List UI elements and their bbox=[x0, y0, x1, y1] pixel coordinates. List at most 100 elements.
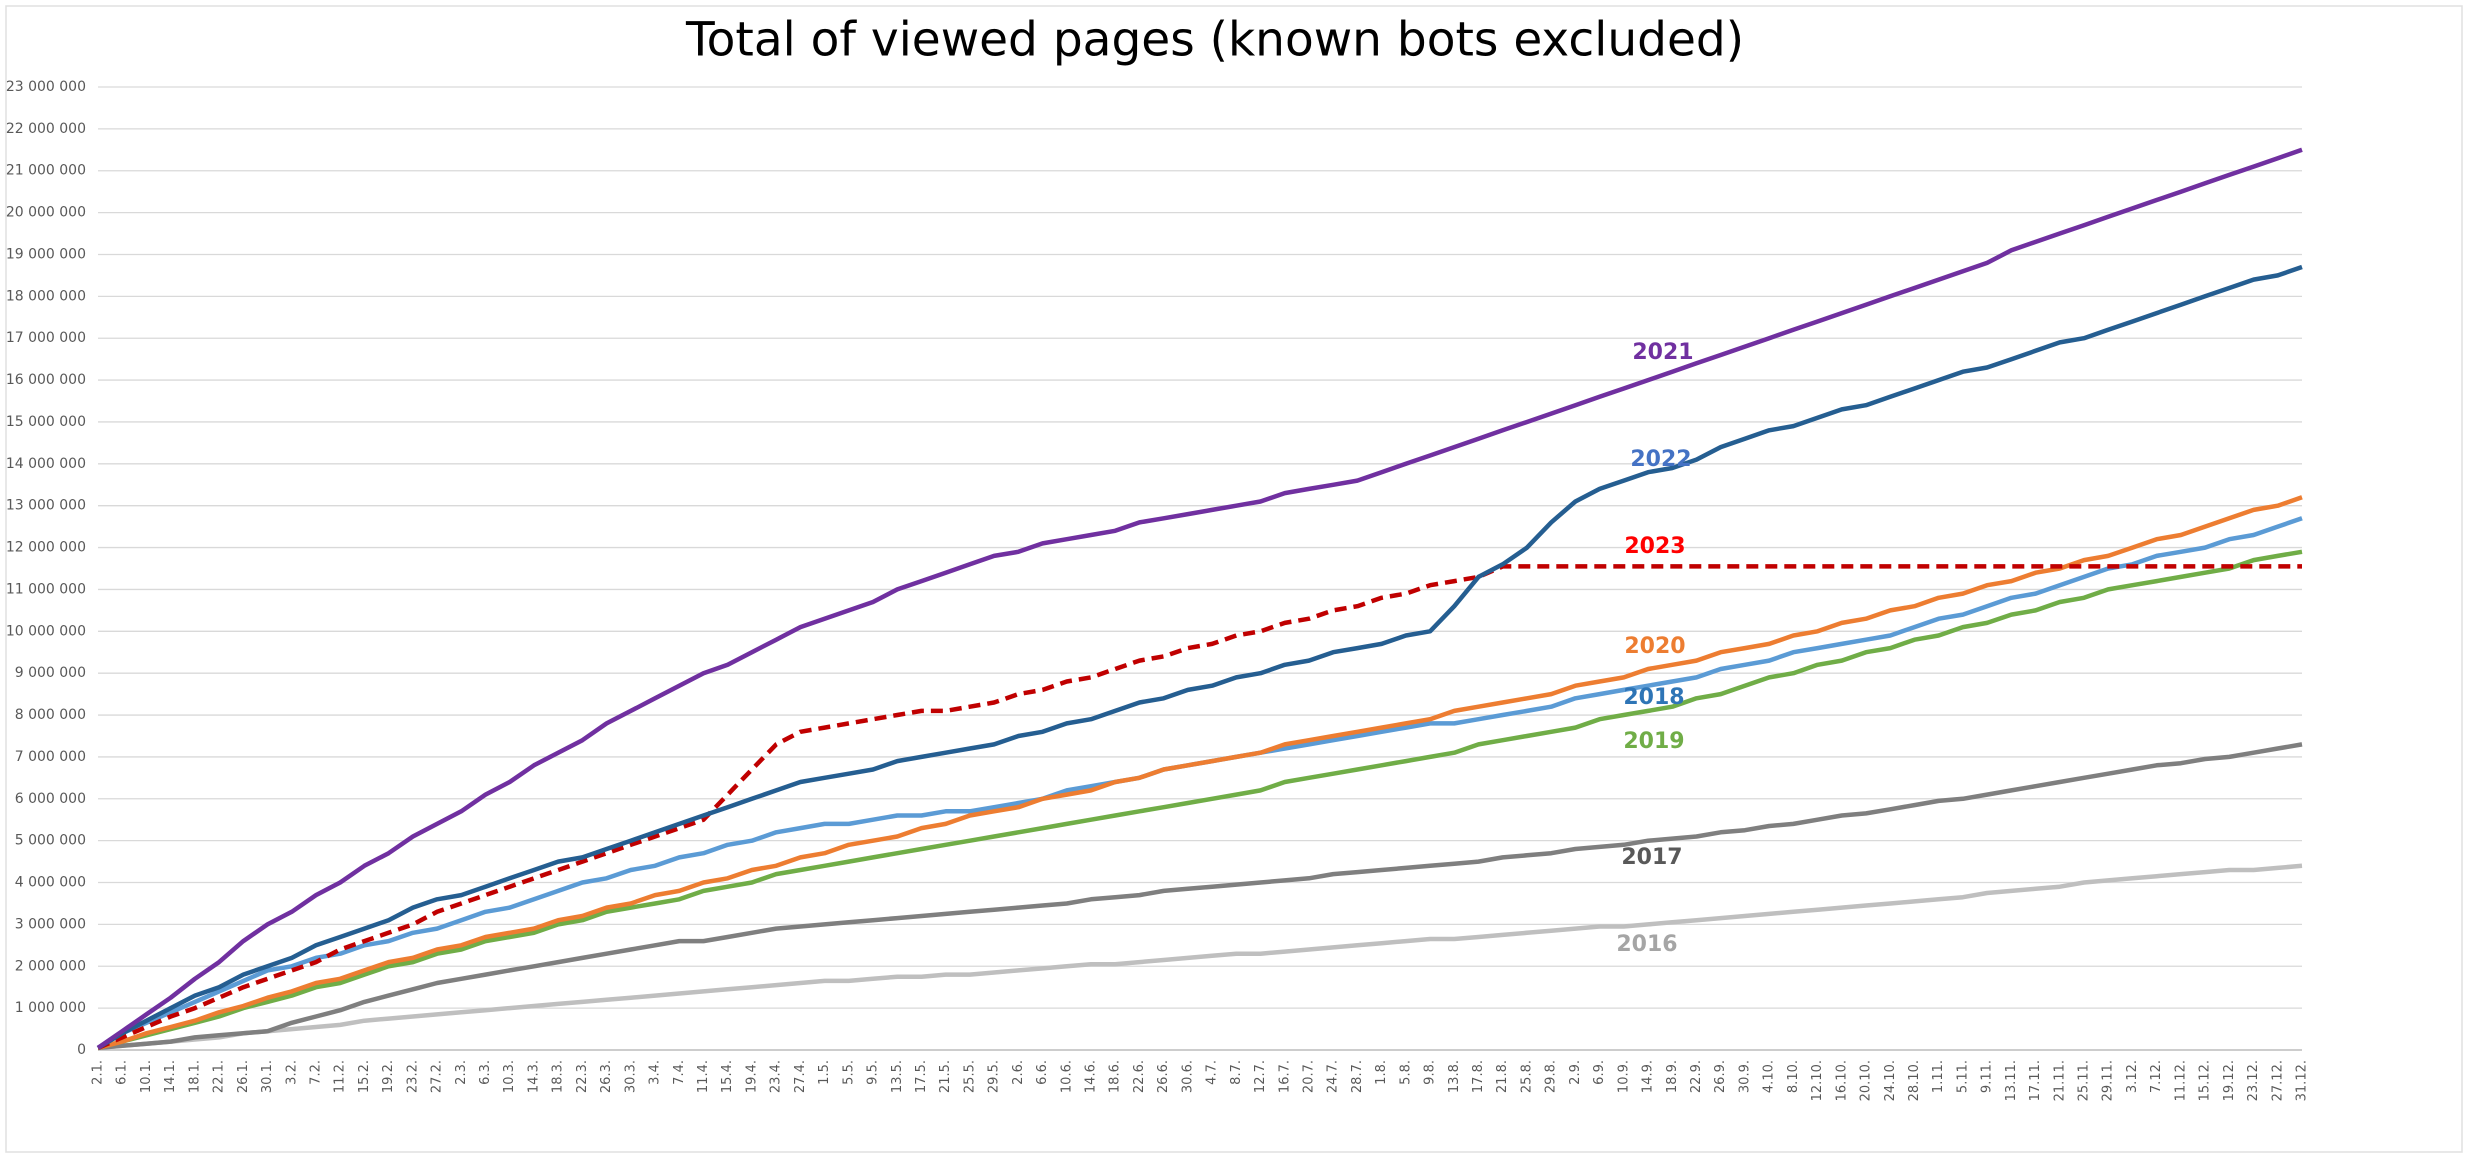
y-tick-label: 12 000 000 bbox=[6, 540, 86, 556]
x-tick-label: 8.7. bbox=[1229, 1060, 1244, 1085]
series-label: 2023 bbox=[1624, 534, 1685, 559]
x-tick-label: 28.7. bbox=[1350, 1060, 1365, 1093]
x-tick-label: 18.9. bbox=[1665, 1060, 1680, 1093]
y-tick-label: 9 000 000 bbox=[15, 665, 86, 681]
x-tick-label: 17.11. bbox=[2028, 1060, 2043, 1101]
x-tick-label: 23.4. bbox=[769, 1060, 784, 1093]
series-line bbox=[96, 264, 2303, 1050]
x-tick-label: 3.2. bbox=[284, 1060, 299, 1085]
series-line bbox=[96, 147, 2303, 1050]
x-tick-label: 30.1. bbox=[260, 1060, 275, 1093]
x-tick-label: 15.2. bbox=[357, 1060, 372, 1093]
x-tick-label: 1.11. bbox=[1931, 1060, 1946, 1093]
x-tick-label: 9.8. bbox=[1423, 1060, 1438, 1085]
x-tick-label: 18.3. bbox=[551, 1060, 566, 1093]
y-tick-label: 21 000 000 bbox=[6, 163, 86, 179]
x-tick-label: 4.10. bbox=[1762, 1060, 1777, 1093]
x-tick-label: 11.12. bbox=[2173, 1060, 2188, 1101]
y-tick-label: 16 000 000 bbox=[6, 372, 86, 388]
x-tick-label: 3.4. bbox=[648, 1060, 663, 1085]
y-tick-label: 8 000 000 bbox=[15, 707, 86, 723]
y-tick-label: 11 000 000 bbox=[6, 581, 86, 597]
series-label: 2018 bbox=[1623, 685, 1684, 710]
x-tick-label: 5.11. bbox=[1955, 1060, 1970, 1093]
series-line bbox=[97, 742, 2303, 1051]
y-tick-label: 2 000 000 bbox=[15, 958, 86, 974]
x-tick-label: 10.9. bbox=[1616, 1060, 1631, 1093]
x-tick-label: 21.11. bbox=[2052, 1060, 2067, 1101]
x-tick-label: 14.6. bbox=[1084, 1060, 1099, 1093]
y-tick-label: 20 000 000 bbox=[6, 205, 86, 221]
x-tick-label: 20.10. bbox=[1859, 1060, 1874, 1101]
chart-title: Total of viewed pages (known bots exclud… bbox=[685, 13, 1744, 68]
y-tick-label: 5 000 000 bbox=[15, 833, 86, 849]
x-tick-label: 6.9. bbox=[1592, 1060, 1607, 1085]
x-tick-label: 24.10. bbox=[1883, 1060, 1898, 1101]
y-tick-label: 13 000 000 bbox=[6, 498, 86, 514]
x-tick-label: 26.1. bbox=[236, 1060, 251, 1093]
x-tick-label: 14.1. bbox=[163, 1060, 178, 1093]
x-tick-label: 12.7. bbox=[1253, 1060, 1268, 1093]
x-tick-label: 18.1. bbox=[187, 1060, 202, 1093]
series-label: 2020 bbox=[1624, 634, 1685, 659]
x-tick-label: 5.8. bbox=[1398, 1060, 1413, 1085]
x-tick-label: 19.12. bbox=[2222, 1060, 2237, 1101]
x-tick-label: 16.7. bbox=[1277, 1060, 1292, 1093]
series-line bbox=[97, 495, 2303, 1051]
y-tick-label: 10 000 000 bbox=[6, 623, 86, 639]
x-tick-label: 11.2. bbox=[333, 1060, 348, 1093]
x-tick-label: 23.2. bbox=[405, 1060, 420, 1093]
x-tick-label: 2.3. bbox=[454, 1060, 469, 1085]
x-tick-label: 15.12. bbox=[2198, 1060, 2213, 1101]
y-tick-label: 7 000 000 bbox=[15, 749, 86, 765]
x-tick-label: 22.6. bbox=[1132, 1060, 1147, 1093]
x-tick-label: 13.5. bbox=[890, 1060, 905, 1093]
x-tick-label: 25.11. bbox=[2077, 1060, 2092, 1101]
x-tick-label: 27.12. bbox=[2270, 1060, 2285, 1101]
x-tick-label: 2.9. bbox=[1568, 1060, 1583, 1085]
x-tick-label: 6.6. bbox=[1035, 1060, 1050, 1085]
x-tick-label: 30.6. bbox=[1180, 1060, 1195, 1093]
x-tick-label: 19.4. bbox=[744, 1060, 759, 1093]
y-tick-label: 19 000 000 bbox=[6, 246, 86, 262]
x-tick-label: 21.8. bbox=[1495, 1060, 1510, 1093]
x-tick-label: 22.9. bbox=[1689, 1060, 1704, 1093]
x-tick-label: 13.8. bbox=[1447, 1060, 1462, 1093]
y-tick-label: 3 000 000 bbox=[15, 916, 86, 932]
x-tick-label: 13.11. bbox=[2004, 1060, 2019, 1101]
x-tick-label: 22.1. bbox=[212, 1060, 227, 1093]
x-tick-label: 25.8. bbox=[1519, 1060, 1534, 1093]
y-tick-label: 1 000 000 bbox=[15, 1000, 86, 1016]
y-tick-label: 15 000 000 bbox=[6, 414, 86, 430]
y-tick-label: 18 000 000 bbox=[6, 288, 86, 304]
series-label: 2017 bbox=[1621, 845, 1682, 870]
x-tick-label: 9.5. bbox=[866, 1060, 881, 1085]
y-tick-label: 6 000 000 bbox=[15, 791, 86, 807]
x-tick-label: 20.7. bbox=[1301, 1060, 1316, 1093]
series-line bbox=[97, 549, 2303, 1051]
x-tick-label: 5.5. bbox=[841, 1060, 856, 1085]
x-tick-label: 15.4. bbox=[720, 1060, 735, 1093]
x-tick-label: 6.3. bbox=[478, 1060, 493, 1085]
y-tick-label: 4 000 000 bbox=[15, 875, 86, 891]
x-tick-label: 23.12. bbox=[2246, 1060, 2261, 1101]
x-tick-label: 17.8. bbox=[1471, 1060, 1486, 1093]
x-tick-label: 25.5. bbox=[962, 1060, 977, 1093]
y-tick-label: 23 000 000 bbox=[6, 79, 86, 95]
x-tick-label: 9.11. bbox=[1980, 1060, 1995, 1093]
y-tick-label: 0 bbox=[77, 1042, 86, 1058]
x-tick-label: 16.10. bbox=[1834, 1060, 1849, 1101]
x-tick-label: 4.7. bbox=[1205, 1060, 1220, 1085]
x-tick-label: 21.5. bbox=[938, 1060, 953, 1093]
x-tick-label: 14.9. bbox=[1641, 1060, 1656, 1093]
x-tick-label: 26.6. bbox=[1156, 1060, 1171, 1093]
x-tick-label: 2.6. bbox=[1011, 1060, 1026, 1085]
x-tick-label: 19.2. bbox=[381, 1060, 396, 1093]
x-tick-label: 10.3. bbox=[502, 1060, 517, 1093]
x-tick-label: 27.2. bbox=[430, 1060, 445, 1093]
x-tick-label: 6.1. bbox=[115, 1060, 130, 1085]
x-tick-label: 31.12. bbox=[2295, 1060, 2310, 1101]
y-tick-label: 22 000 000 bbox=[6, 121, 86, 137]
x-tick-label: 24.7. bbox=[1326, 1060, 1341, 1093]
series-label: 2022 bbox=[1630, 447, 1691, 472]
